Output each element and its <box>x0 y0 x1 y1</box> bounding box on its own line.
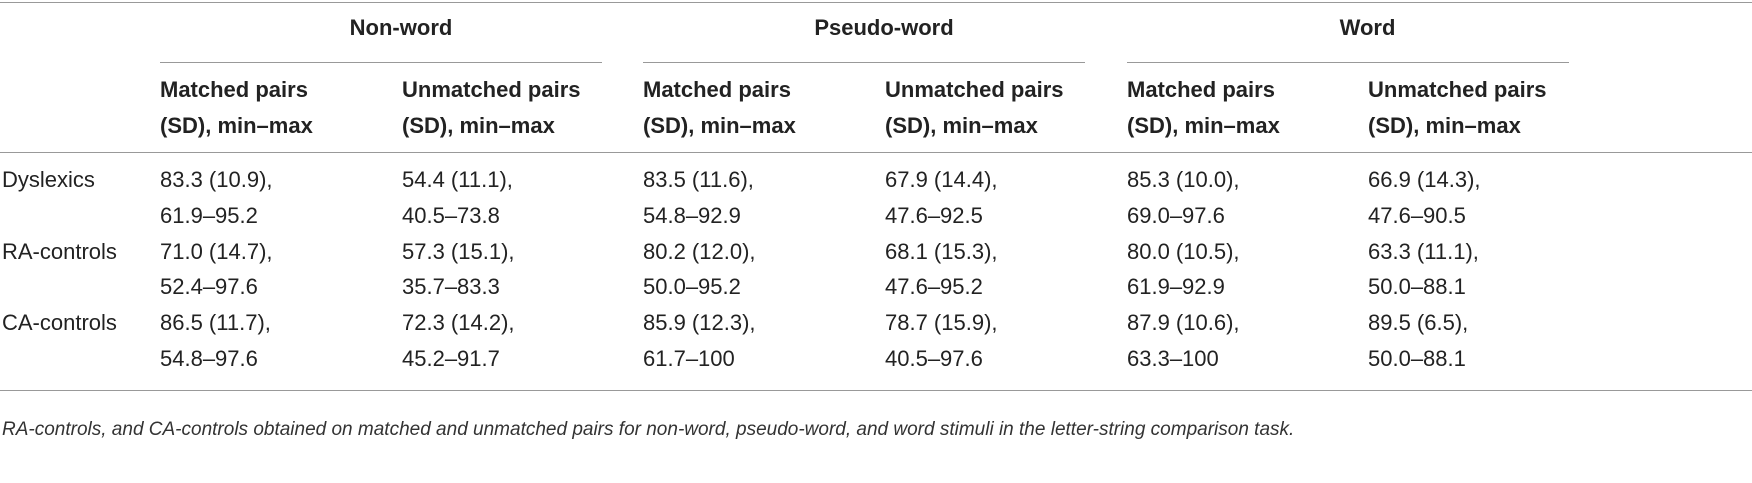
cell: 63.3–100 <box>1127 345 1219 371</box>
cell: 61.9–95.2 <box>160 202 258 228</box>
row-label: RA-controls <box>2 238 117 264</box>
top-rule <box>0 2 1752 3</box>
cell: 40.5–97.6 <box>885 345 983 371</box>
subheader: (SD), min–max <box>1127 113 1280 138</box>
cell: 69.0–97.6 <box>1127 202 1225 228</box>
cell: 80.0 (10.5), <box>1127 238 1240 264</box>
cell: 72.3 (14.2), <box>402 310 515 335</box>
subheader: Unmatched pairs <box>1368 77 1547 102</box>
subheader: (SD), min–max <box>160 113 313 138</box>
cell: 54.4 (11.1), <box>402 167 513 192</box>
group-rule <box>160 62 602 63</box>
cell: 52.4–97.6 <box>160 274 258 299</box>
cell: 83.3 (10.9), <box>160 167 273 192</box>
cell: 85.9 (12.3), <box>643 310 756 335</box>
cell: 50.0–88.1 <box>1368 274 1466 299</box>
cell: 61.7–100 <box>643 345 735 371</box>
cell: 85.3 (10.0), <box>1127 167 1240 192</box>
row-label: CA-controls <box>2 310 117 335</box>
subheader: Matched pairs <box>1127 77 1275 102</box>
subheader: Matched pairs <box>643 77 791 102</box>
cell: 50.0–95.2 <box>643 274 741 299</box>
cell: 61.9–92.9 <box>1127 274 1225 299</box>
bottom-rule <box>0 390 1752 391</box>
cell: 87.9 (10.6), <box>1127 310 1240 335</box>
cell: 86.5 (11.7), <box>160 310 271 335</box>
cell: 57.3 (15.1), <box>402 238 515 264</box>
cell: 67.9 (14.4), <box>885 167 998 192</box>
group-header: Pseudo-word <box>814 15 954 40</box>
cell: 83.5 (11.6), <box>643 167 754 192</box>
cell: 78.7 (15.9), <box>885 310 998 335</box>
cell: 71.0 (14.7), <box>160 238 273 264</box>
subheader: (SD), min–max <box>402 113 555 138</box>
cell: 63.3 (11.1), <box>1368 238 1479 264</box>
cell: 89.5 (6.5), <box>1368 310 1469 335</box>
group-header: Word <box>1339 15 1396 40</box>
group-header: Non-word <box>349 15 453 40</box>
cell: 45.2–91.7 <box>402 345 500 371</box>
cell: 47.6–90.5 <box>1368 202 1466 228</box>
caption: RA-controls, and CA-controls obtained on… <box>2 419 1295 440</box>
cell: 54.8–92.9 <box>643 202 741 228</box>
cell: 47.6–95.2 <box>885 274 983 299</box>
subheader: (SD), min–max <box>885 113 1038 138</box>
cell: 35.7–83.3 <box>402 274 500 299</box>
row-label: Dyslexics <box>2 167 95 192</box>
subheader: (SD), min–max <box>643 113 796 138</box>
cell: 50.0–88.1 <box>1368 345 1466 371</box>
cell: 66.9 (14.3), <box>1368 167 1481 192</box>
cell: 68.1 (15.3), <box>885 238 998 264</box>
subheader: Unmatched pairs <box>885 77 1064 102</box>
group-rule <box>643 62 1085 63</box>
cell: 80.2 (12.0), <box>643 238 756 264</box>
subheader: (SD), min–max <box>1368 113 1521 138</box>
cell: 47.6–92.5 <box>885 202 983 228</box>
cell: 40.5–73.8 <box>402 202 500 228</box>
group-rule <box>1127 62 1569 63</box>
subheader: Unmatched pairs <box>402 77 581 102</box>
header-rule <box>0 152 1752 153</box>
subheader: Matched pairs <box>160 77 308 102</box>
cell: 54.8–97.6 <box>160 345 258 371</box>
